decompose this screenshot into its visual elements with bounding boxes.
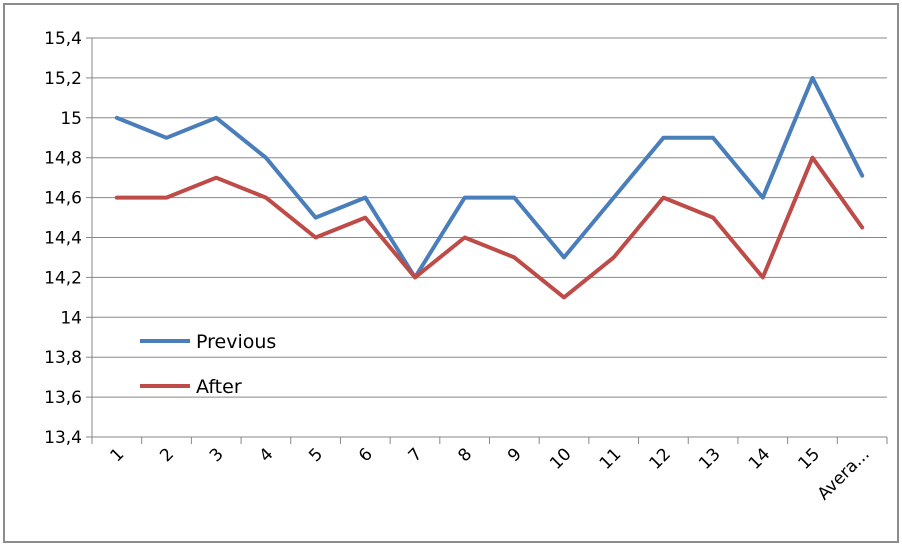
y-tick-label: 15,4	[44, 29, 82, 49]
series-lines	[114, 75, 865, 300]
y-tick-label: 14,8	[44, 149, 82, 169]
y-tick-label: 14	[60, 308, 82, 328]
y-tick-label: 14,2	[44, 268, 82, 288]
y-tick-label: 15,2	[44, 69, 82, 89]
y-tick-label: 15	[60, 109, 82, 129]
series-line-after	[114, 155, 865, 300]
y-tick-label: 14,6	[44, 189, 82, 209]
gridlines	[92, 37, 887, 398]
legend-label-after: After	[196, 376, 242, 398]
chart-border	[3, 3, 899, 543]
y-tick-label: 13,8	[44, 348, 82, 368]
legend-label-previous: Previous	[196, 331, 276, 353]
y-tick-label: 13,6	[44, 388, 82, 408]
y-tick-labels: 13,4 13,6 13,8 14 14,2 14,4 14,6 14,8 15 15,2 15,4	[44, 29, 82, 448]
series-line-previous	[114, 75, 865, 280]
legend: Previous After	[140, 331, 276, 398]
y-tick-label: 14,4	[44, 229, 82, 249]
y-tick-label: 13,4	[44, 428, 82, 448]
axes	[86, 37, 888, 444]
